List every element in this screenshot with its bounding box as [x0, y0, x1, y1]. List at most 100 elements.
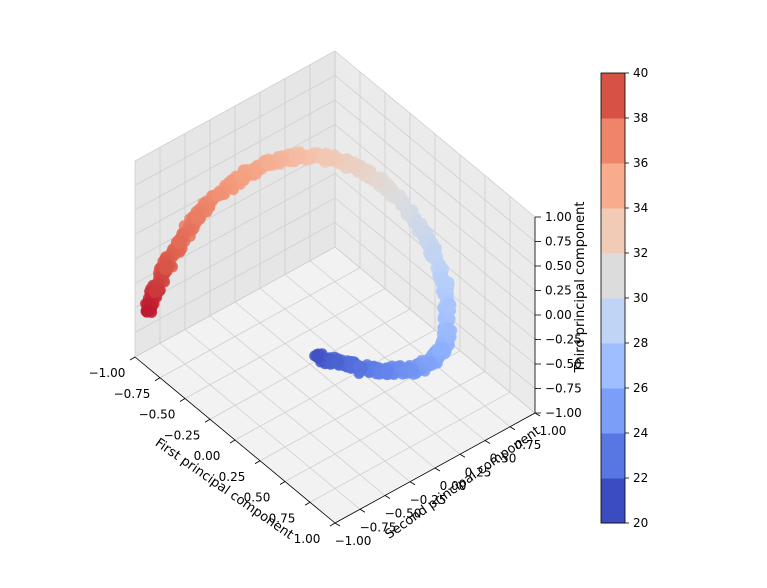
data-point	[437, 341, 449, 354]
z-tick-label: 0.25	[545, 284, 572, 298]
y-tick-label: 0.50	[490, 452, 517, 466]
y-tick-label: 0.25	[465, 465, 492, 479]
colorbar-tick-label: 22	[633, 471, 648, 485]
data-point	[149, 286, 161, 299]
colorbar-tick-label: 30	[633, 291, 648, 305]
x-tick-mark	[329, 522, 336, 527]
colorbar-tick-label: 40	[633, 66, 648, 80]
z-tick-label: 0.75	[545, 235, 572, 249]
data-point	[261, 157, 273, 170]
colorbar-tick-label: 38	[633, 111, 648, 125]
data-point	[141, 304, 153, 317]
x-tick-label: 0.50	[244, 491, 271, 505]
x-tick-label: 0.00	[194, 449, 221, 463]
grid-line	[309, 260, 511, 428]
data-point	[190, 211, 202, 224]
y-tick-mark	[434, 467, 441, 472]
x-tick-label: −1.00	[89, 366, 126, 380]
x-tick-mark	[254, 460, 261, 465]
z-tick-label: 0.00	[545, 308, 572, 322]
grid-line	[284, 274, 486, 441]
grid-line	[334, 99, 536, 267]
data-point	[173, 237, 185, 250]
colorbar-tick-label: 26	[633, 381, 648, 395]
tick-labels: −1.00−0.75−0.50−0.250.000.250.500.751.00…	[89, 210, 582, 548]
x-tick-label: 0.75	[269, 511, 296, 525]
axis-lines	[129, 216, 541, 527]
grid-line	[134, 99, 336, 211]
colorbar-segment	[601, 163, 625, 209]
x-tick-label: −0.25	[164, 428, 201, 442]
grid-line	[334, 124, 536, 291]
grid-line	[284, 371, 486, 482]
colorbar-segment	[601, 433, 625, 479]
colorbar-segment	[601, 343, 625, 389]
x-tick-mark	[154, 377, 161, 382]
colorbar-segment	[601, 208, 625, 254]
x-tick-label: 1.00	[294, 532, 321, 546]
z-axis-label: Third principal component	[573, 201, 588, 373]
y-tick-label: 0.00	[440, 479, 467, 493]
colorbar-tick-label: 36	[633, 156, 648, 170]
y-tick-mark	[359, 508, 366, 513]
x-tick-mark	[204, 418, 211, 423]
x-tick-mark	[129, 356, 136, 361]
y-tick-mark	[459, 453, 466, 458]
data-point	[382, 364, 394, 377]
colorbar-segment	[601, 118, 625, 164]
data-point	[442, 297, 454, 310]
y-tick-label: 1.00	[540, 424, 567, 438]
colorbar-tick-label: 32	[633, 246, 648, 260]
data-point	[370, 172, 382, 185]
data-point	[392, 191, 404, 204]
data-point	[211, 189, 223, 202]
data-point	[317, 150, 329, 163]
y-tick-label: −0.75	[360, 520, 397, 534]
grid-line	[134, 50, 336, 162]
colorbar-segment	[601, 478, 625, 524]
x-tick-label: −0.50	[139, 408, 176, 422]
colorbar-segment	[601, 388, 625, 434]
scatter-points	[140, 146, 458, 381]
y-tick-label: 0.75	[515, 438, 542, 452]
x-tick-label: 0.25	[219, 470, 246, 484]
z-tick-label: −1.00	[545, 406, 582, 420]
y-tick-label: −0.50	[385, 507, 422, 521]
z-tick-label: −0.50	[545, 357, 582, 371]
data-point	[407, 364, 419, 376]
data-point	[235, 170, 247, 183]
z-tick-label: −0.75	[545, 382, 582, 396]
colorbar-segment	[601, 253, 625, 299]
grid-line	[334, 50, 536, 218]
data-point	[312, 351, 324, 364]
y-tick-mark	[534, 412, 541, 417]
colorbar-tick-label: 28	[633, 336, 648, 350]
data-point	[425, 356, 437, 369]
x-tick-label: −0.75	[114, 387, 151, 401]
data-point	[356, 362, 368, 374]
y-tick-label: −1.00	[335, 534, 372, 548]
x-tick-mark	[279, 481, 286, 485]
y-tick-mark	[409, 481, 416, 486]
data-point	[289, 150, 301, 162]
data-point	[411, 215, 423, 228]
grid-line	[334, 246, 536, 414]
colorbar: 20 22 24 26 28 30 32 34 36 38 40	[600, 66, 648, 530]
data-point	[437, 271, 449, 284]
colorbar-tick-label: 20	[633, 516, 648, 530]
colorbar-tick-label: 34	[633, 201, 648, 215]
grid-line	[234, 301, 436, 469]
y-tick-mark	[334, 522, 341, 527]
x-tick-mark	[304, 501, 311, 506]
y-tick-mark	[484, 440, 491, 444]
x-tick-mark	[229, 439, 236, 444]
y-tick-label: −0.25	[410, 493, 447, 507]
data-point	[442, 322, 454, 335]
z-tick-label: −0.25	[545, 333, 582, 347]
grid-line	[134, 148, 336, 260]
grid-line	[309, 391, 511, 503]
y-tick-mark	[509, 426, 516, 431]
data-point	[159, 263, 171, 275]
grid-line	[334, 75, 536, 242]
